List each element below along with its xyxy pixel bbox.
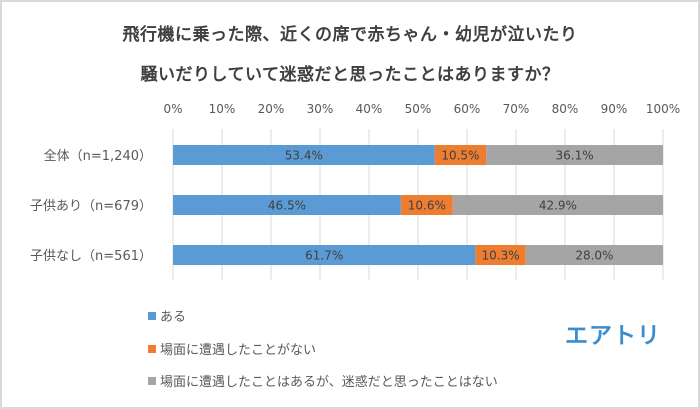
bar-segment	[452, 195, 663, 215]
legend-item-not-bothered: 場面に遭遇したことはあるが、迷惑だと思ったことはない	[148, 371, 498, 390]
legend-swatch-blue	[148, 311, 156, 320]
legend-label: 場面に遭遇したことはあるが、迷惑だと思ったことはない	[160, 375, 498, 390]
bar-segment	[475, 245, 526, 265]
bar-segment	[173, 195, 401, 215]
data-label: 28.0%	[575, 249, 613, 263]
data-label: 10.3%	[482, 249, 520, 263]
legend-label: 場面に遭遇したことがない	[160, 343, 317, 358]
data-label: 42.9%	[539, 199, 577, 213]
bars	[173, 145, 663, 265]
data-label: 10.6%	[408, 199, 446, 213]
data-label: 10.5%	[441, 149, 479, 163]
bar-segment	[486, 145, 663, 165]
bar-segment	[525, 245, 663, 265]
bar-segment	[434, 145, 487, 165]
x-tick-label: 90%	[601, 102, 628, 116]
category-labels: 全体（n=1,240） 子供あり（n=679） 子供なし（n=561）	[30, 148, 152, 264]
x-tick-label: 40%	[356, 102, 383, 116]
x-tick-label: 70%	[503, 102, 530, 116]
airtrip-logo: エアトリ	[565, 323, 661, 349]
x-tick-label: 100%	[646, 102, 680, 116]
category-label: 子供あり（n=679）	[30, 199, 152, 214]
legend-item-aru: ある	[148, 306, 186, 325]
data-label: 46.5%	[268, 199, 306, 213]
category-label: 子供なし（n=561）	[30, 249, 152, 264]
bar-segment	[173, 245, 476, 265]
data-label: 53.4%	[285, 149, 323, 163]
x-tick-label: 10%	[209, 102, 236, 116]
x-tick-label: 20%	[258, 102, 285, 116]
legend-item-not-encountered: 場面に遭遇したことがない	[148, 339, 316, 358]
x-tick-label: 0%	[163, 102, 182, 116]
data-label: 36.1%	[555, 149, 593, 163]
legend-swatch-orange	[148, 344, 156, 353]
bar-segment	[400, 195, 453, 215]
legend-swatch-gray	[148, 376, 156, 385]
bar-segment	[173, 145, 435, 165]
data-labels: 53.4% 10.5% 36.1% 46.5% 10.6% 42.9% 61.7% 10.3%…	[268, 149, 614, 263]
x-tick-label: 30%	[307, 102, 334, 116]
data-label: 61.7%	[305, 249, 343, 263]
x-tick-label: 50%	[405, 102, 432, 116]
chart-title-line-2: 騒いだりしていて迷惑だと思ったことはありますか？	[140, 65, 560, 85]
stacked-bar-chart: 0% 10% 20% 30% 40% 50% 60% 70% 80% 90% 100% 全体（n=1…	[30, 102, 680, 280]
category-label: 全体（n=1,240）	[44, 148, 152, 164]
chart-title-line-1: 飛行機に乗った際、近くの席で赤ちゃん・幼児が泣いたり	[122, 25, 578, 45]
x-axis-ticks: 0% 10% 20% 30% 40% 50% 60% 70% 80% 90% 100%	[163, 102, 680, 116]
x-tick-label: 60%	[454, 102, 481, 116]
legend-label: ある	[160, 310, 187, 325]
x-tick-label: 80%	[552, 102, 579, 116]
